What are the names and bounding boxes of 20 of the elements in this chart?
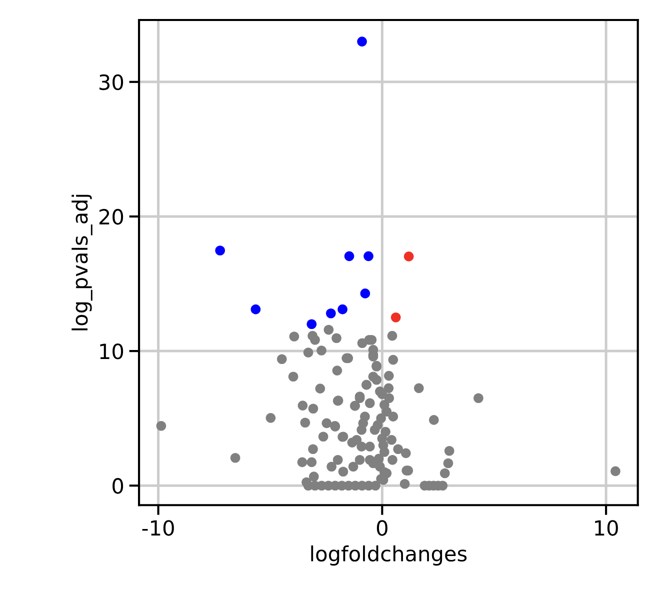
point: [306, 319, 317, 330]
y-axis-title: log_pvals_adj: [72, 194, 92, 330]
point: [250, 304, 261, 314]
point: [364, 251, 374, 262]
point: [215, 246, 225, 256]
point: [326, 308, 336, 318]
x-axis-title: logfoldchanges: [311, 545, 467, 566]
point: [338, 304, 348, 314]
y-tick-label: 30: [100, 74, 124, 90]
x-tick-label: 10: [595, 520, 618, 536]
point: [344, 251, 354, 262]
y-tick-label: 20: [99, 208, 124, 225]
point: [404, 252, 414, 262]
x-tick-label: 0: [376, 520, 388, 536]
point: [357, 36, 367, 46]
point: [360, 288, 370, 298]
point: [390, 312, 401, 322]
y-tick-label: 10: [100, 344, 124, 360]
x-tick-label: -10: [142, 520, 174, 536]
y-tick-label: 0: [112, 478, 124, 494]
